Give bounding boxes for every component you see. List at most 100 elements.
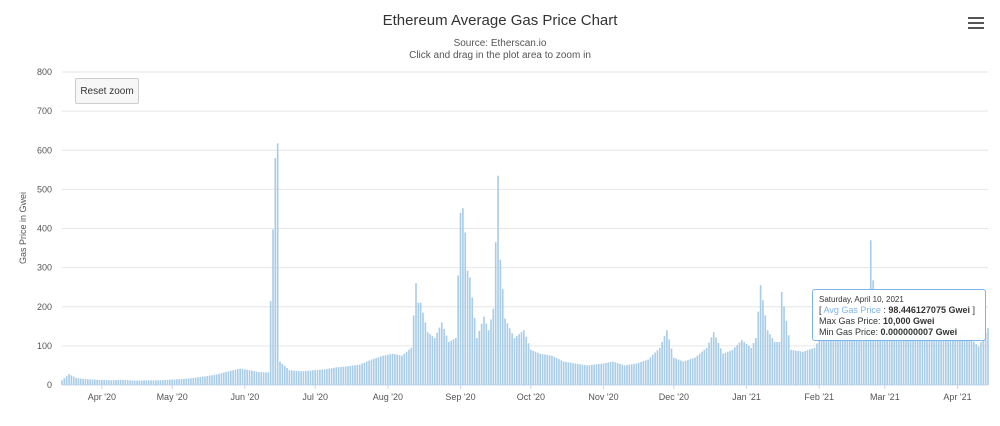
bar[interactable]	[712, 332, 715, 385]
bar[interactable]	[157, 380, 159, 385]
bar[interactable]	[358, 364, 361, 385]
bar[interactable]	[731, 349, 734, 385]
bar[interactable]	[86, 379, 89, 385]
bar[interactable]	[987, 328, 989, 385]
bar[interactable]	[776, 341, 778, 385]
bar[interactable]	[937, 329, 940, 385]
bar[interactable]	[576, 363, 579, 385]
bar[interactable]	[176, 379, 178, 385]
bar[interactable]	[537, 352, 539, 385]
bar[interactable]	[675, 358, 678, 385]
bar[interactable]	[837, 331, 839, 385]
bar[interactable]	[651, 354, 654, 385]
bar[interactable]	[855, 320, 858, 385]
bar[interactable]	[726, 351, 729, 385]
bar[interactable]	[949, 328, 952, 385]
bar[interactable]	[862, 318, 865, 385]
bar[interactable]	[396, 354, 399, 385]
bar[interactable]	[302, 371, 305, 385]
bar[interactable]	[361, 363, 363, 385]
bar[interactable]	[138, 380, 141, 385]
bar[interactable]	[708, 342, 710, 385]
bar[interactable]	[206, 376, 209, 385]
bar[interactable]	[926, 330, 928, 385]
bar[interactable]	[881, 327, 884, 385]
bar[interactable]	[131, 380, 134, 385]
bar[interactable]	[96, 379, 98, 385]
bar[interactable]	[794, 350, 797, 385]
bar[interactable]	[959, 331, 961, 385]
bar[interactable]	[912, 328, 914, 385]
bar[interactable]	[185, 378, 188, 385]
bar[interactable]	[129, 380, 131, 385]
bar[interactable]	[340, 366, 342, 385]
bar[interactable]	[501, 289, 504, 385]
bar[interactable]	[558, 359, 560, 385]
bar[interactable]	[530, 349, 532, 385]
bar[interactable]	[907, 328, 910, 385]
bar[interactable]	[349, 365, 352, 385]
bar[interactable]	[429, 334, 431, 385]
bar[interactable]	[736, 344, 738, 385]
bar[interactable]	[586, 365, 588, 385]
bar[interactable]	[312, 370, 314, 385]
bar[interactable]	[710, 337, 713, 385]
bar[interactable]	[490, 319, 492, 385]
bar[interactable]	[222, 372, 225, 385]
bar[interactable]	[227, 371, 230, 385]
bar[interactable]	[497, 175, 499, 385]
bar[interactable]	[773, 341, 776, 385]
bar[interactable]	[687, 359, 689, 385]
bar[interactable]	[930, 330, 933, 385]
bar[interactable]	[483, 316, 485, 385]
bar[interactable]	[696, 355, 699, 385]
bar[interactable]	[75, 377, 77, 385]
bar[interactable]	[211, 375, 213, 385]
bar[interactable]	[783, 306, 785, 385]
bar[interactable]	[715, 337, 717, 385]
bar[interactable]	[647, 359, 649, 385]
bar[interactable]	[124, 380, 127, 385]
bar[interactable]	[928, 330, 931, 385]
bar[interactable]	[666, 330, 668, 385]
bar[interactable]	[126, 380, 129, 385]
bar[interactable]	[506, 323, 509, 385]
bar[interactable]	[891, 329, 893, 385]
bar[interactable]	[115, 380, 117, 385]
bar[interactable]	[234, 369, 237, 385]
bar[interactable]	[478, 330, 481, 385]
bar[interactable]	[515, 336, 518, 385]
bar[interactable]	[426, 332, 429, 385]
bar[interactable]	[253, 371, 256, 385]
bar[interactable]	[112, 380, 115, 385]
bar[interactable]	[832, 333, 835, 385]
bar[interactable]	[356, 364, 359, 385]
bar[interactable]	[145, 380, 148, 385]
bar[interactable]	[820, 334, 823, 385]
bar[interactable]	[347, 366, 349, 385]
bar[interactable]	[391, 353, 394, 385]
bar[interactable]	[72, 376, 75, 385]
bar[interactable]	[743, 341, 746, 385]
bar[interactable]	[246, 369, 249, 385]
bar[interactable]	[201, 376, 204, 385]
bar[interactable]	[642, 361, 645, 385]
bar[interactable]	[487, 330, 490, 385]
bar[interactable]	[813, 347, 816, 385]
bar[interactable]	[656, 350, 659, 385]
bar[interactable]	[258, 372, 260, 385]
bar[interactable]	[314, 370, 316, 385]
bar[interactable]	[161, 380, 164, 385]
bar[interactable]	[183, 378, 185, 385]
bar[interactable]	[532, 350, 535, 385]
bar[interactable]	[741, 340, 743, 385]
bar[interactable]	[637, 362, 640, 385]
bar[interactable]	[745, 343, 748, 385]
bar[interactable]	[942, 329, 945, 385]
bar[interactable]	[623, 365, 626, 385]
bar[interactable]	[691, 358, 694, 385]
bar[interactable]	[698, 353, 701, 385]
bar[interactable]	[438, 327, 441, 385]
bar[interactable]	[539, 353, 542, 385]
bar[interactable]	[701, 351, 703, 385]
